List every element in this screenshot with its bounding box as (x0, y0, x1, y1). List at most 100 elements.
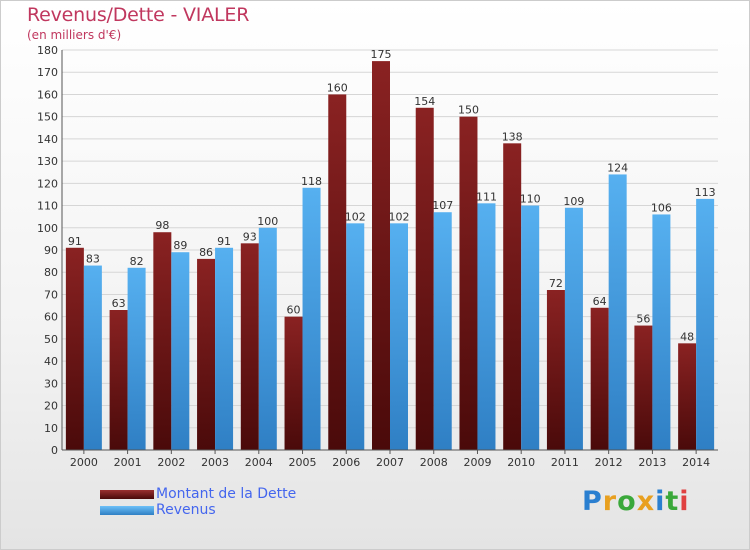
data-label-revenus: 91 (217, 235, 231, 248)
x-tick-label: 2010 (507, 456, 535, 469)
data-label-dette: 64 (593, 295, 607, 308)
data-label-dette: 91 (68, 235, 82, 248)
chart-subtitle: (en milliers d'€) (27, 28, 122, 42)
y-tick-label: 140 (37, 133, 58, 146)
bar-revenus (433, 212, 452, 450)
data-label-dette: 60 (287, 304, 301, 317)
data-label-revenus: 89 (173, 239, 187, 252)
bar-dette (284, 316, 303, 450)
x-tick-label: 2008 (420, 456, 448, 469)
bar-dette (372, 61, 390, 450)
y-tick-label: 130 (37, 155, 58, 168)
x-tick-label: 2012 (595, 456, 623, 469)
data-label-dette: 98 (155, 219, 169, 232)
x-tick-label: 2009 (463, 456, 491, 469)
data-label-revenus: 110 (520, 193, 541, 206)
x-tick-label: 2001 (114, 456, 142, 469)
data-label-revenus: 83 (86, 253, 100, 266)
bar-revenus (171, 252, 190, 450)
data-label-dette: 175 (371, 48, 392, 61)
data-label-revenus: 107 (432, 199, 453, 212)
y-tick-label: 80 (44, 266, 58, 279)
bar-dette (634, 325, 653, 450)
data-label-revenus: 109 (563, 195, 584, 208)
bar-revenus (564, 207, 583, 450)
bar-dette (503, 143, 522, 451)
bar-revenus (302, 187, 321, 450)
data-label-revenus: 118 (301, 175, 322, 188)
legend-swatch-revenus (100, 506, 154, 515)
data-label-revenus: 102 (345, 210, 366, 223)
data-label-dette: 72 (549, 277, 563, 290)
y-tick-label: 20 (44, 400, 58, 413)
bar-dette (109, 310, 128, 450)
bar-dette (459, 116, 478, 451)
bar-revenus (696, 198, 715, 450)
y-tick-label: 90 (44, 244, 58, 257)
x-tick-label: 2005 (289, 456, 317, 469)
y-tick-label: 120 (37, 177, 58, 190)
data-label-revenus: 113 (695, 186, 716, 199)
y-tick-label: 100 (37, 222, 58, 235)
y-tick-label: 110 (37, 200, 58, 213)
bar-dette (65, 247, 84, 450)
y-tick-label: 160 (37, 88, 58, 101)
data-label-revenus: 100 (257, 215, 278, 228)
y-tick-label: 60 (44, 311, 58, 324)
data-label-revenus: 111 (476, 190, 497, 203)
bar-revenus (608, 174, 627, 450)
axis-layer: 0 10 20 30 40 50 60 70 80 90 100 110 120 130 140 150 160… (37, 44, 718, 469)
data-label-dette: 160 (327, 81, 348, 94)
bar-revenus (127, 267, 146, 450)
bar-revenus (521, 205, 540, 450)
x-tick-label: 2002 (157, 456, 185, 469)
x-tick-label: 2003 (201, 456, 229, 469)
x-tick-label: 2011 (551, 456, 579, 469)
bar-revenus (477, 203, 496, 450)
bar-dette (678, 343, 697, 450)
data-label-dette: 63 (112, 297, 126, 310)
data-label-revenus: 124 (607, 161, 628, 174)
data-label-dette: 154 (414, 95, 435, 108)
bar-revenus (390, 223, 408, 450)
legend-label-dette: Montant de la Dette (156, 486, 297, 502)
y-tick-label: 170 (37, 66, 58, 79)
chart-title: Revenus/Dette - VIALER (27, 4, 250, 26)
bar-dette (240, 243, 259, 450)
data-label-dette: 48 (680, 330, 694, 343)
y-tick-label: 70 (44, 288, 58, 301)
data-label-revenus: 102 (389, 210, 410, 223)
proxiti-logo: Proxiti (582, 486, 690, 517)
bar-dette (415, 107, 434, 451)
bar-revenus (215, 247, 234, 450)
x-tick-label: 2013 (638, 456, 666, 469)
data-label-dette: 150 (458, 104, 479, 117)
bar-revenus (652, 214, 671, 450)
bar-dette (153, 232, 172, 450)
legend: Montant de la Dette Revenus (100, 486, 360, 518)
y-tick-label: 30 (44, 377, 58, 390)
legend-label-revenus: Revenus (156, 502, 216, 518)
data-label-dette: 86 (199, 246, 213, 259)
bar-dette (590, 307, 609, 450)
bar-revenus (83, 265, 102, 450)
x-tick-label: 2006 (332, 456, 360, 469)
y-tick-label: 180 (37, 44, 58, 57)
x-tick-label: 2000 (70, 456, 98, 469)
y-tick-label: 40 (44, 355, 58, 368)
x-tick-label: 2007 (376, 456, 404, 469)
legend-item-dette: Montant de la Dette (100, 486, 360, 502)
legend-swatch-dette (100, 490, 154, 499)
y-tick-label: 150 (37, 111, 58, 124)
data-label-revenus: 106 (651, 201, 672, 214)
bar-dette (328, 94, 347, 450)
data-label-revenus: 82 (130, 255, 144, 268)
x-tick-label: 2004 (245, 456, 273, 469)
bar-revenus (346, 223, 365, 450)
legend-item-revenus: Revenus (100, 502, 360, 518)
y-tick-label: 0 (51, 444, 58, 457)
y-tick-label: 10 (44, 422, 58, 435)
data-label-dette: 56 (636, 313, 650, 326)
bar-revenus (258, 227, 277, 450)
